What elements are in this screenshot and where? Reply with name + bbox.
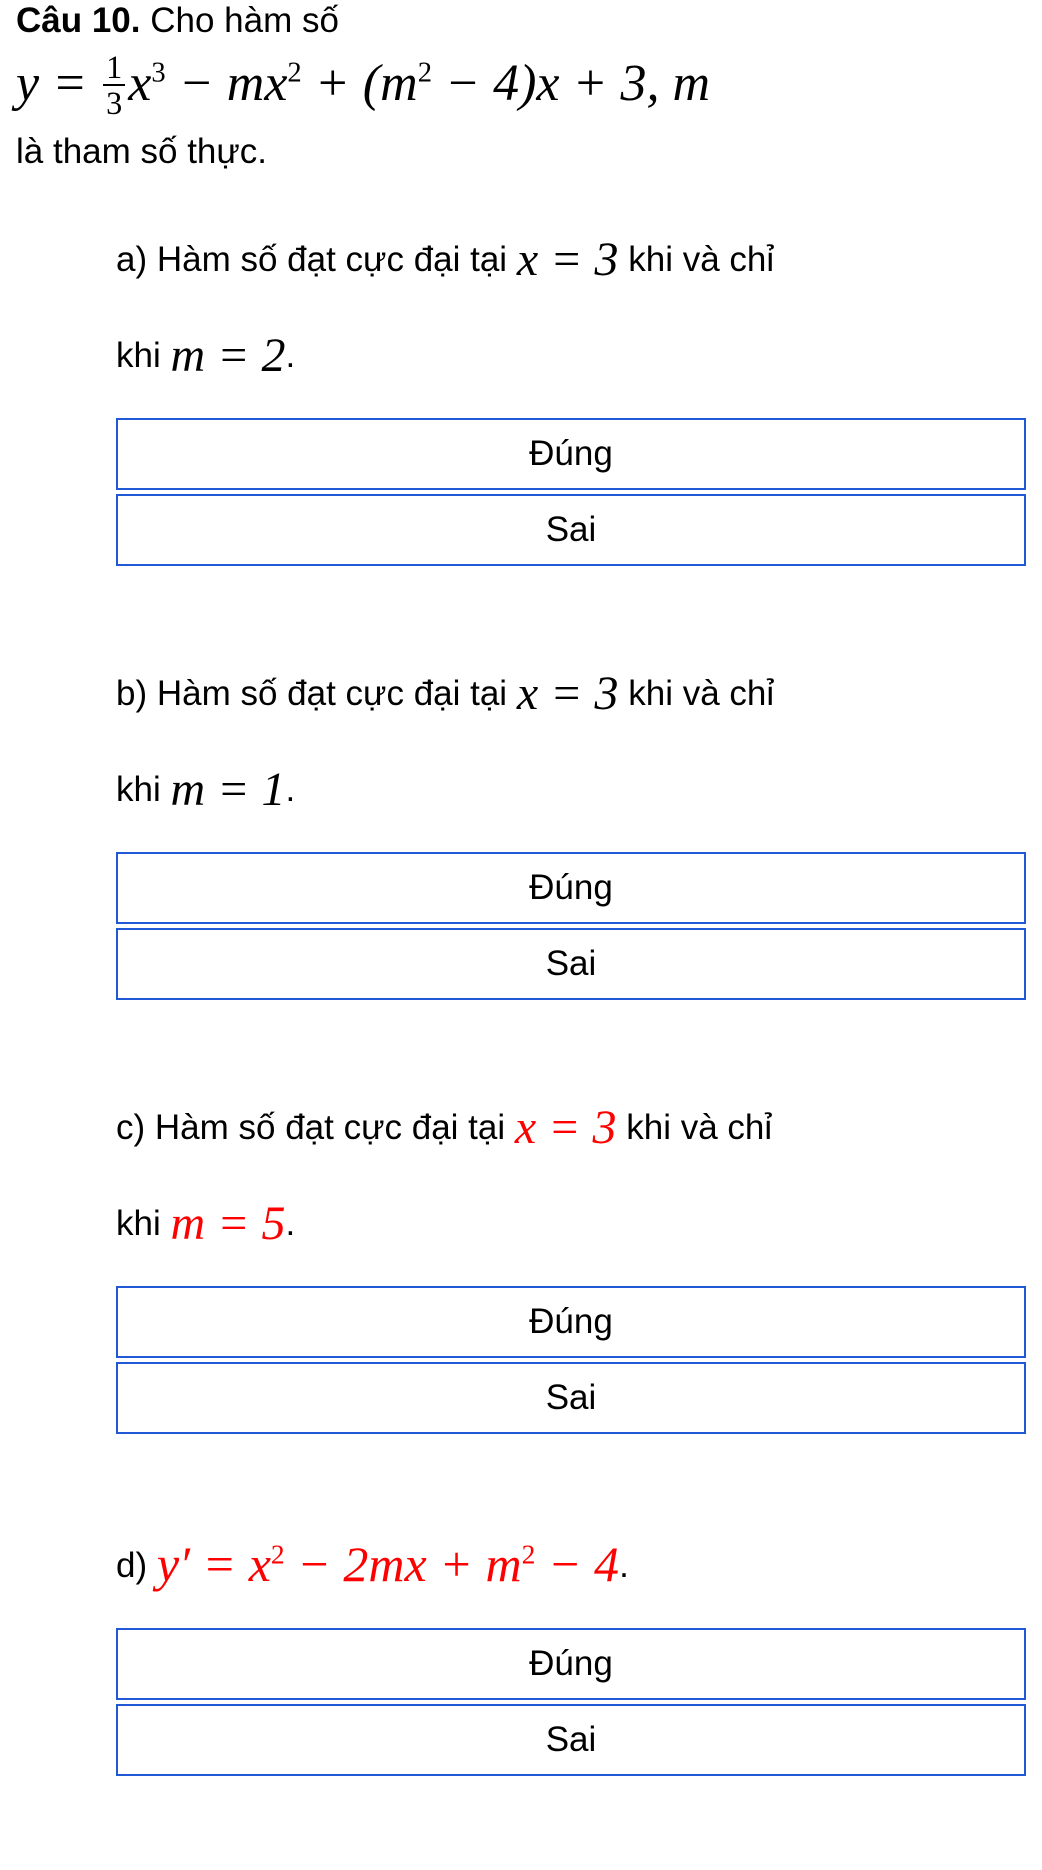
qa-post: . [286, 336, 296, 375]
qb-math2: m = 1 [170, 763, 285, 816]
main-equation: y = 13x3 − mx2 + (m2 − 4)x + 3, m [16, 48, 1026, 122]
qd-equation: y′ = x2 − 2mx + m2 − 4 [157, 1536, 619, 1592]
qa-math2: m = 2 [170, 329, 285, 382]
question-number: Câu 10. [16, 1, 141, 40]
qc-khi: khi [116, 1204, 170, 1243]
question-c: c) Hàm số đạt cực đại tại x = 3 khi và c… [116, 1080, 1026, 1434]
qb-khi: khi [116, 770, 170, 809]
qd-false-button[interactable]: Sai [116, 1704, 1026, 1776]
qb-answers: Đúng Sai [116, 852, 1026, 1000]
qb-pre: b) Hàm số đạt cực đại tại [116, 674, 517, 713]
qb-post: . [286, 770, 296, 809]
qd-post: . [619, 1546, 629, 1585]
qa-pre: a) Hàm số đạt cực đại tại [116, 240, 517, 279]
question-b: b) Hàm số đạt cực đại tại x = 3 khi và c… [116, 646, 1026, 1000]
question-d: d) y′ = x2 − 2mx + m2 − 4. Đúng Sai [116, 1514, 1026, 1776]
qc-false-button[interactable]: Sai [116, 1362, 1026, 1434]
intro-tail: là tham số thực. [16, 132, 1026, 172]
question-header-cut: Câu 10. Cho hàm số [16, 0, 1026, 42]
qc-math2: m = 5 [170, 1197, 285, 1250]
qd-answers: Đúng Sai [116, 1628, 1026, 1776]
question-d-text: d) y′ = x2 − 2mx + m2 − 4. [116, 1514, 1026, 1614]
question-a: a) Hàm số đạt cực đại tại x = 3 khi và c… [116, 212, 1026, 566]
question-a-text: a) Hàm số đạt cực đại tại x = 3 khi và c… [116, 212, 1026, 404]
qa-true-button[interactable]: Đúng [116, 418, 1026, 490]
qa-false-button[interactable]: Sai [116, 494, 1026, 566]
qb-false-button[interactable]: Sai [116, 928, 1026, 1000]
page-root: Câu 10. Cho hàm số y = 13x3 − mx2 + (m2 … [0, 0, 1042, 1826]
qa-answers: Đúng Sai [116, 418, 1026, 566]
qd-pre: d) [116, 1546, 157, 1585]
qd-true-button[interactable]: Đúng [116, 1628, 1026, 1700]
qc-answers: Đúng Sai [116, 1286, 1026, 1434]
question-b-text: b) Hàm số đạt cực đại tại x = 3 khi và c… [116, 646, 1026, 838]
qc-true-button[interactable]: Đúng [116, 1286, 1026, 1358]
qc-post: . [286, 1204, 296, 1243]
qa-khi: khi [116, 336, 170, 375]
qb-true-button[interactable]: Đúng [116, 852, 1026, 924]
qc-mid: khi và chỉ [617, 1108, 773, 1147]
qc-math1: x = 3 [515, 1101, 617, 1154]
qc-pre: c) Hàm số đạt cực đại tại [116, 1108, 515, 1147]
qb-mid: khi và chỉ [619, 674, 775, 713]
qa-math1: x = 3 [517, 233, 619, 286]
question-intro-text: Cho hàm số [141, 1, 339, 40]
qa-mid: khi và chỉ [619, 240, 775, 279]
question-c-text: c) Hàm số đạt cực đại tại x = 3 khi và c… [116, 1080, 1026, 1272]
qb-math1: x = 3 [517, 667, 619, 720]
